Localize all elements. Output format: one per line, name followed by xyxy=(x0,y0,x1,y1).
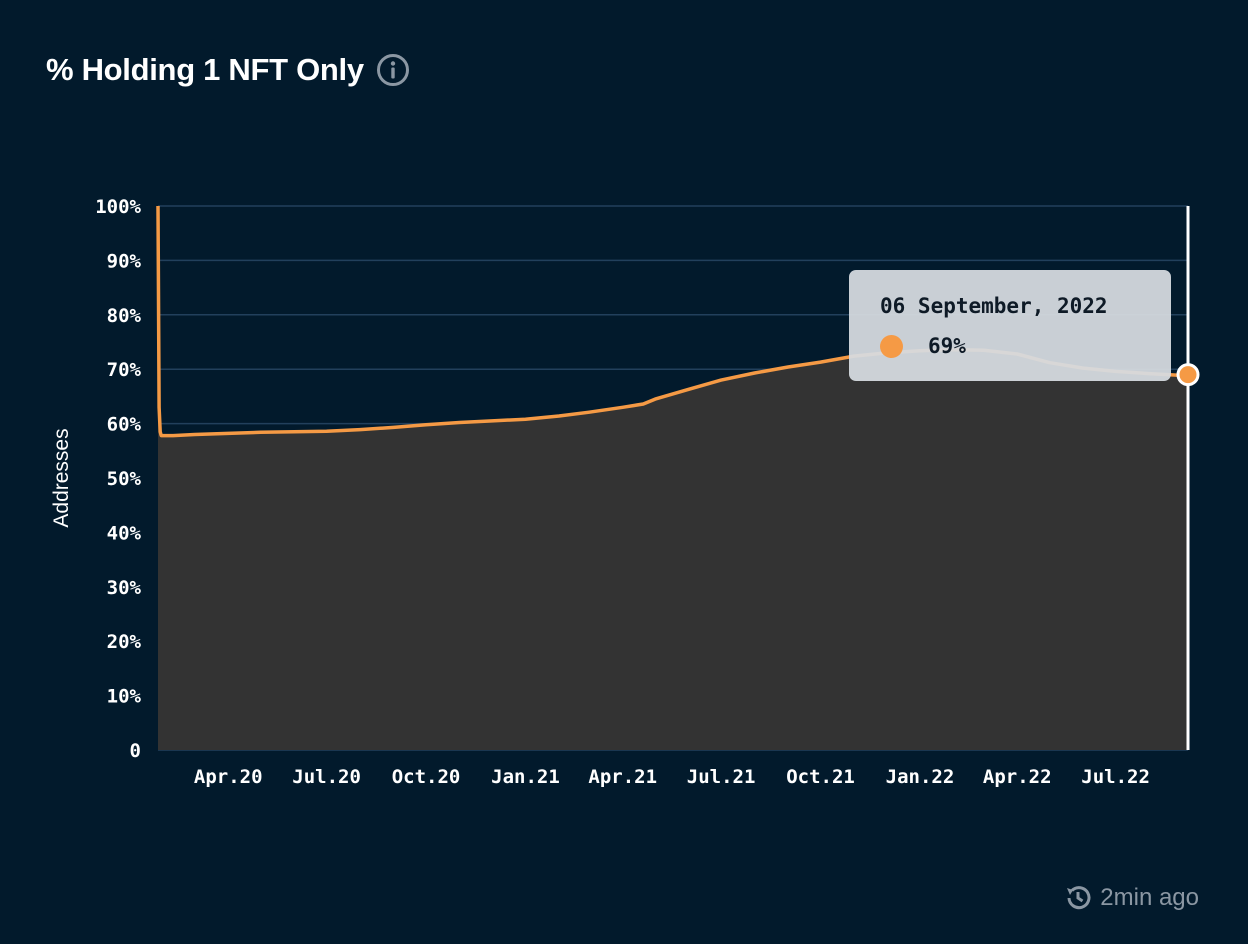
x-tick-label: Oct.21 xyxy=(786,766,855,788)
tooltip-value: 69% xyxy=(928,334,966,358)
x-tick-label: Jul.21 xyxy=(687,766,756,788)
chart-header: % Holding 1 NFT Only xyxy=(46,52,410,88)
y-tick-label: 30% xyxy=(107,577,142,599)
tooltip-row: 69% xyxy=(880,334,1171,358)
y-tick-label: 0 xyxy=(130,740,141,762)
x-tick-label: Apr.22 xyxy=(983,766,1052,788)
series-marker-icon xyxy=(880,334,903,358)
y-tick-label: 70% xyxy=(107,359,142,381)
y-tick-label: 90% xyxy=(107,250,142,272)
updated-text: 2min ago xyxy=(1100,884,1199,911)
y-tick-label: 50% xyxy=(107,468,142,490)
info-icon[interactable] xyxy=(376,53,410,87)
x-tick-label: Apr.21 xyxy=(588,766,657,788)
y-tick-label: 40% xyxy=(107,522,142,544)
update-status: 2min ago xyxy=(1064,884,1199,912)
chart-title: % Holding 1 NFT Only xyxy=(46,52,364,87)
x-tick-label: Jul.22 xyxy=(1081,766,1150,788)
chart-tooltip: 06 September, 2022 69% xyxy=(849,270,1171,381)
series-area xyxy=(158,206,1188,750)
history-icon xyxy=(1067,886,1091,910)
x-axis: Apr.20 Jul.20 Oct.20 Jan.21 Apr.21 Jul.21 Oct.… xyxy=(194,766,1150,788)
x-tick-label: Jul.20 xyxy=(292,766,361,788)
hover-point[interactable] xyxy=(1176,363,1200,387)
x-tick-label: Jan.22 xyxy=(886,766,955,788)
x-tick-label: Oct.20 xyxy=(392,766,461,788)
y-axis-label: Addresses xyxy=(50,428,73,527)
y-tick-label: 20% xyxy=(107,631,142,653)
y-tick-label: 60% xyxy=(107,414,142,436)
x-tick-label: Jan.21 xyxy=(491,766,560,788)
tooltip-date: 06 September, 2022 xyxy=(880,294,1108,318)
x-tick-label: Apr.20 xyxy=(194,766,263,788)
y-tick-label: 80% xyxy=(107,305,142,327)
y-axis: 0 10% 20% 30% 40% 50% 60% 70% 80% 90% 100% xyxy=(95,196,141,762)
y-tick-label: 100% xyxy=(95,196,141,218)
y-tick-label: 10% xyxy=(107,686,142,708)
